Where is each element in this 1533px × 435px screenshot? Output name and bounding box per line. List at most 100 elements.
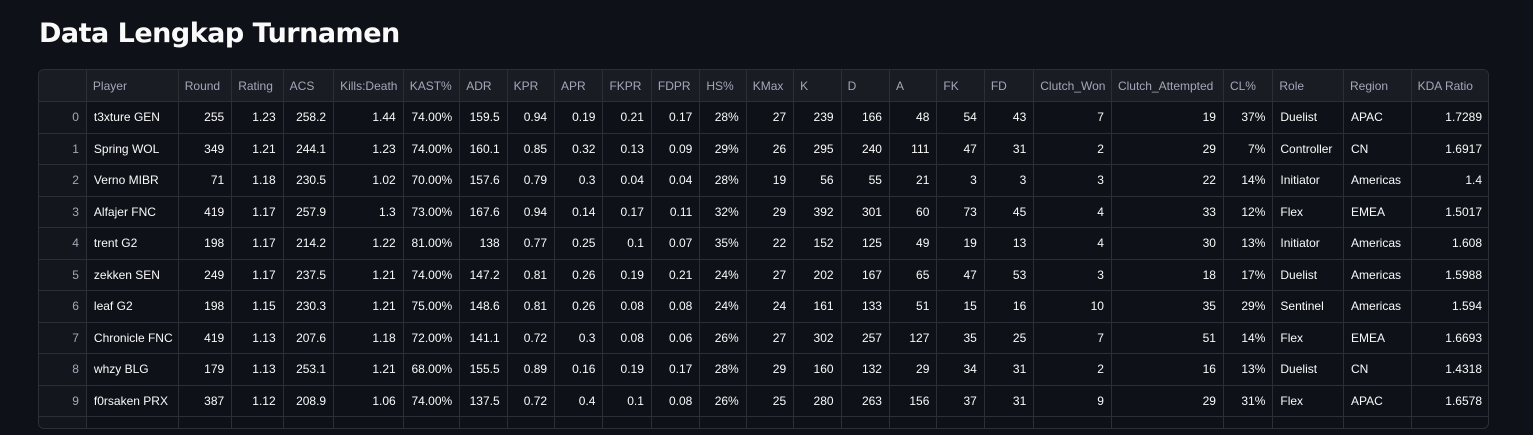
table-cell-hs[interactable]: 28% [699,353,747,386]
column-header-fk[interactable]: FK [936,70,985,102]
table-cell-role[interactable]: Duelist [1272,259,1345,291]
table-cell-kmax[interactable]: 25 [746,385,795,417]
column-header-index[interactable] [39,70,87,102]
table-cell-kast[interactable]: 68.00% [403,353,461,386]
table-cell-kast[interactable]: 73.00% [403,196,461,228]
table-cell-role[interactable]: Flex [1272,385,1345,417]
table-cell-fk[interactable]: 15 [936,290,985,323]
data-table-container[interactable]: Player Round Rating ACS Kills:Death KAST% ADR K… [38,69,1489,429]
table-cell-rating[interactable]: 1.12 [231,385,284,417]
table-cell-round[interactable]: 255 [178,101,233,134]
table-cell-k[interactable]: 239 [793,101,842,134]
table-cell-kills-death[interactable]: 1.02 [333,164,404,197]
column-header-kills-death[interactable]: Kills:Death [333,70,404,102]
table-cell-kills-death[interactable]: 1.21 [333,290,404,323]
table-row[interactable]: 3 Alfajer FNC 419 1.17 257.9 1.3 73.00% 167.6 0.… [39,196,1488,228]
table-cell-cl[interactable]: 7% [1223,133,1274,165]
table-cell-kast[interactable]: 74.00% [403,259,461,291]
table-cell-round[interactable]: 419 [178,322,233,354]
table-cell-fkpr[interactable]: 0.08 [602,322,652,354]
column-header-acs[interactable]: ACS [283,70,335,102]
table-cell-kda-ratio[interactable]: 1.4318 [1411,353,1488,386]
table-cell-d[interactable]: 301 [841,196,890,228]
table-cell-hs[interactable]: 24% [699,259,747,291]
row-index[interactable]: 8 [39,353,87,386]
table-cell-a[interactable]: 51 [889,290,938,323]
table-cell-fdpr[interactable]: 0.09 [651,133,701,165]
table-cell-rating[interactable]: 1.23 [231,101,284,134]
table-cell-kda-ratio[interactable]: 1.4 [1411,164,1488,197]
table-cell-rating[interactable]: 1.17 [231,196,284,228]
table-cell-kpr[interactable]: 0.85 [507,133,556,165]
table-cell-acs[interactable]: 230.3 [283,290,335,323]
table-cell-cl[interactable]: 14% [1223,322,1274,354]
table-cell-fd[interactable]: 31 [984,385,1035,417]
table-cell-fkpr[interactable]: 0.19 [602,353,652,386]
column-header-hs[interactable]: HS% [699,70,747,102]
table-cell-d[interactable]: 166 [841,101,890,134]
table-cell-kpr[interactable]: 0.89 [507,353,556,386]
table-cell-kills-death[interactable]: 1.44 [333,101,404,134]
table-cell-d[interactable]: 55 [841,164,890,197]
table-cell-kills-death[interactable]: 1.06 [333,385,404,417]
table-cell-kast[interactable]: 72.00% [403,322,461,354]
table-cell-player[interactable]: f0rsaken PRX [86,385,179,417]
table-cell-fk[interactable]: 3 [936,164,985,197]
table-cell-hs[interactable]: 24% [699,290,747,323]
table-cell-kast[interactable]: 70.00% [403,164,461,197]
table-cell-acs[interactable]: 207.6 [283,322,335,354]
table-cell-kda-ratio[interactable]: 1.7289 [1411,101,1488,134]
table-cell-fkpr[interactable]: 0.1 [602,385,652,417]
table-cell-rating[interactable]: 1.17 [231,227,284,260]
table-cell-d[interactable]: 263 [841,385,890,417]
table-cell-kmax[interactable]: 19 [746,164,795,197]
table-cell-fkpr[interactable]: 0.17 [602,196,652,228]
table-cell-apr[interactable]: 0.32 [554,133,604,165]
table-cell-hs[interactable]: 29% [699,133,747,165]
table-cell-k[interactable]: 160 [793,353,842,386]
column-header-fkpr[interactable]: FKPR [602,70,652,102]
table-cell-region[interactable]: Americas [1343,259,1412,291]
table-cell-round[interactable]: 179 [178,353,233,386]
table-row[interactable]: 8 whzy BLG 179 1.13 253.1 1.21 68.00% 155.5 0.89… [39,353,1488,386]
table-cell-cl[interactable]: 37% [1223,101,1274,134]
table-cell-kpr[interactable]: 0.94 [507,101,556,134]
table-cell-clutch-won[interactable]: 4 [1033,196,1112,228]
table-cell-clutch-won[interactable]: 4 [1033,227,1112,260]
table-cell-k[interactable]: 392 [793,196,842,228]
table-cell-clutch-attempted[interactable]: 29 [1111,133,1224,165]
table-cell-hs[interactable]: 28% [699,164,747,197]
table-cell-clutch-won[interactable]: 7 [1033,101,1112,134]
row-index[interactable]: 2 [39,164,87,197]
table-cell-fd[interactable]: 25 [984,322,1035,354]
table-cell-d[interactable]: 125 [841,227,890,260]
table-row[interactable]: 6 leaf G2 198 1.15 230.3 1.21 75.00% 148.6 0.81 0… [39,290,1488,323]
table-cell-k[interactable]: 56 [793,164,842,197]
table-cell-region[interactable]: CN [1343,133,1412,165]
row-index[interactable]: 6 [39,290,87,323]
table-cell-kda-ratio[interactable]: 1.6693 [1411,322,1488,354]
table-cell-d[interactable]: 240 [841,133,890,165]
table-cell-rating[interactable]: 1.17 [231,259,284,291]
table-cell-kills-death[interactable]: 1.23 [333,133,404,165]
table-cell-kpr[interactable]: 0.94 [507,196,556,228]
table-cell-role[interactable]: Flex [1272,196,1345,228]
table-cell-hs[interactable]: 32% [699,196,747,228]
table-cell-role[interactable]: Sentinel [1272,290,1345,323]
table-cell-apr[interactable]: 0.19 [554,101,604,134]
table-cell-region[interactable]: APAC [1343,101,1412,134]
table-cell-kmax[interactable]: 27 [746,322,795,354]
table-cell-a[interactable]: 29 [889,353,938,386]
table-cell-kast[interactable]: 74.00% [403,133,461,165]
table-cell-clutch-attempted[interactable]: 33 [1111,196,1224,228]
table-cell-clutch-attempted[interactable]: 18 [1111,259,1224,291]
row-index[interactable]: 0 [39,101,87,134]
table-cell-hs[interactable]: 28% [699,101,747,134]
table-cell-role[interactable]: Controller [1272,133,1345,165]
table-cell-fkpr[interactable]: 0.13 [602,133,652,165]
table-cell-player[interactable]: Spring WOL [86,133,179,165]
row-index[interactable]: 1 [39,133,87,165]
table-cell-hs[interactable]: 26% [699,322,747,354]
table-cell-a[interactable]: 49 [889,227,938,260]
table-cell-fkpr[interactable]: 0.19 [602,259,652,291]
